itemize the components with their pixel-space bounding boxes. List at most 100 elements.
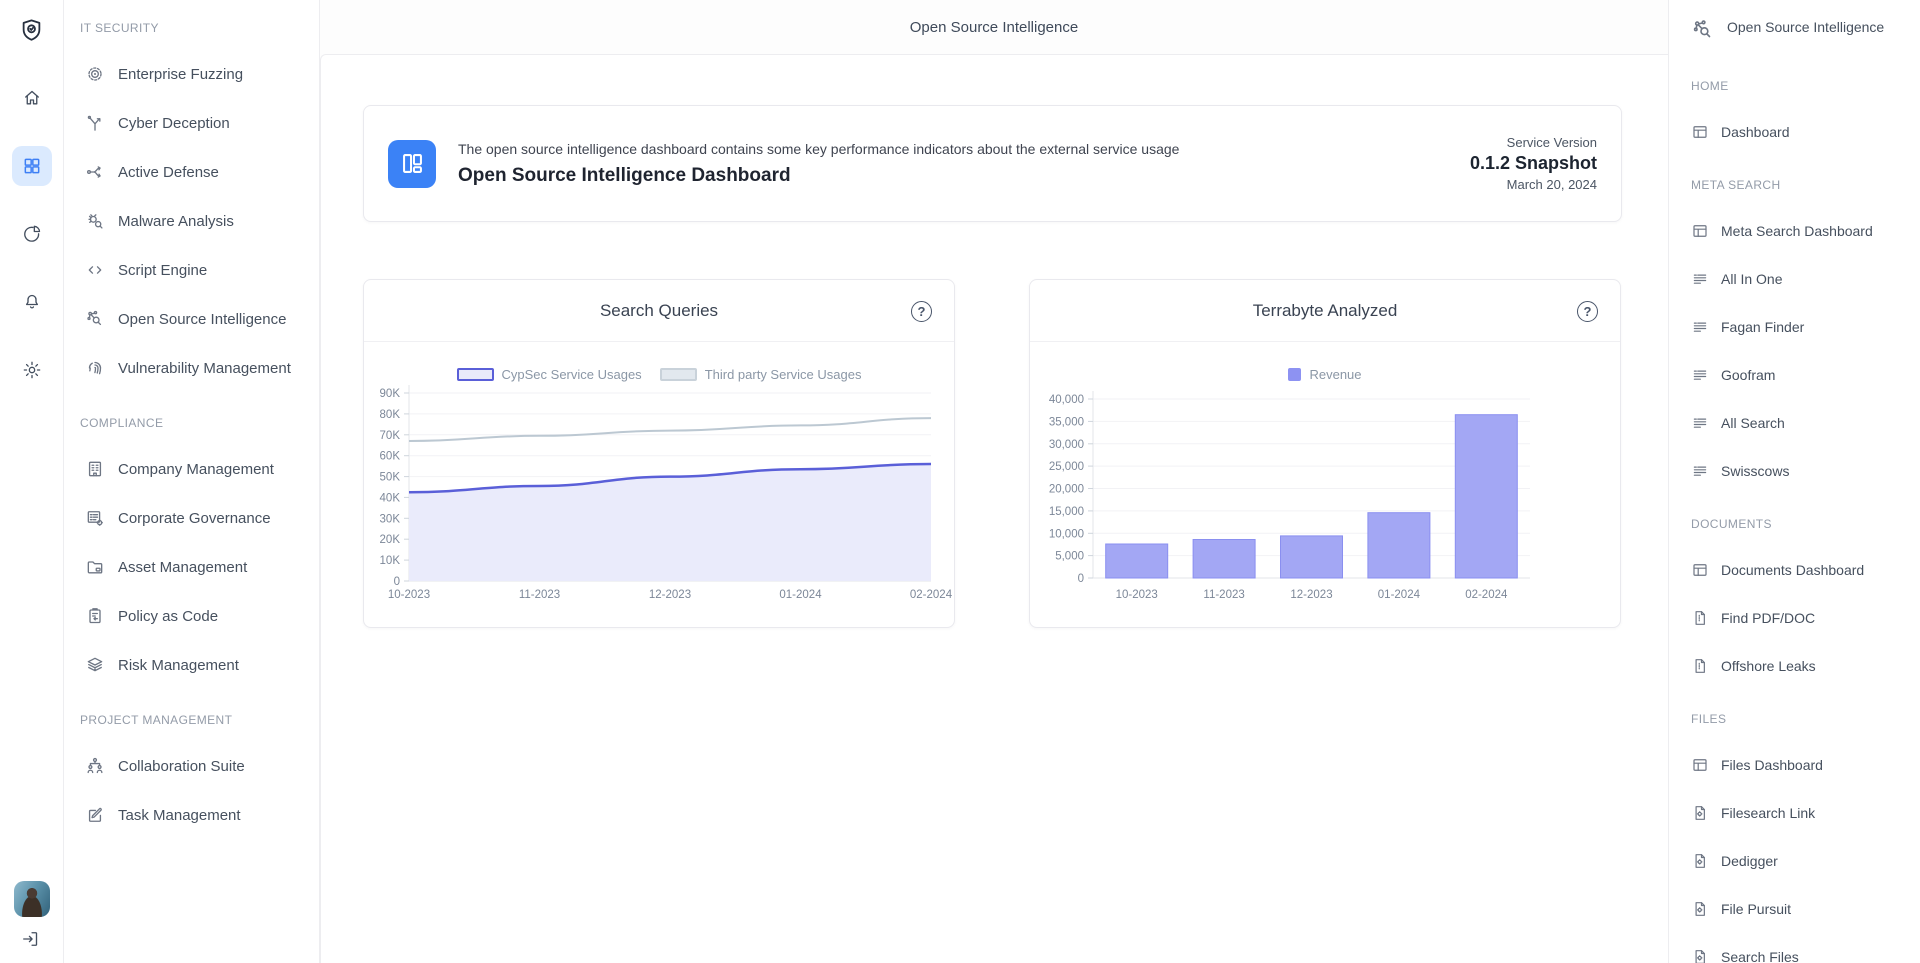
legend-swatch [456, 368, 494, 381]
home-icon [22, 88, 42, 108]
file-gear-icon [1691, 804, 1709, 822]
sidebar-item-corporate-governance[interactable]: Corporate Governance [80, 508, 309, 528]
sidebar-item-vulnerability-management[interactable]: Vulnerability Management [80, 358, 309, 378]
sidebar-item-label: Malware Analysis [118, 212, 234, 230]
service-version-value: 0.1.2 Snapshot [1469, 153, 1597, 173]
people-icon [85, 756, 105, 776]
sidebar-item-risk-management[interactable]: Risk Management [80, 655, 309, 675]
sidebar-item-script-engine[interactable]: Script Engine [80, 260, 309, 280]
right-item-meta-search-dashboard[interactable]: Meta Search Dashboard [1691, 222, 1912, 240]
hero-title: Open Source Intelligence Dashboard [458, 164, 791, 186]
svg-text:12-2023: 12-2023 [1290, 589, 1332, 601]
sidebar-item-label: Enterprise Fuzzing [118, 65, 244, 83]
help-icon[interactable]: ? [1577, 301, 1598, 322]
svg-text:40,000: 40,000 [1049, 394, 1084, 406]
svg-text:20,000: 20,000 [1049, 484, 1084, 496]
right-item-label: Files Dashboard [1721, 757, 1823, 773]
svg-text:40K: 40K [380, 492, 401, 504]
sidebar-section-it-security: IT SECURITY Enterprise Fuzzing Cyber Dec… [80, 21, 309, 378]
list-lines-icon [1691, 318, 1709, 336]
rail-item-analytics[interactable] [12, 214, 52, 254]
right-item-all-search[interactable]: All Search [1691, 414, 1912, 432]
dashboard-tile-icon [388, 139, 436, 188]
section-label: IT SECURITY [80, 21, 159, 35]
sidebar-item-label: Cyber Deception [118, 114, 230, 132]
chart-title-search-queries: Search Queries [364, 280, 954, 342]
svg-text:15,000: 15,000 [1049, 506, 1084, 518]
right-item-fagan-finder[interactable]: Fagan Finder [1691, 318, 1912, 336]
hero-text: The open source intelligence dashboard c… [458, 141, 1179, 187]
svg-text:0: 0 [394, 576, 400, 588]
sidebar-item-malware-analysis[interactable]: Malware Analysis [80, 211, 309, 231]
file-gear-icon [1691, 948, 1709, 963]
svg-text:01-2024: 01-2024 [779, 589, 822, 601]
svg-text:12-2023: 12-2023 [649, 589, 691, 601]
left-sidebar: IT SECURITY Enterprise Fuzzing Cyber Dec… [64, 0, 320, 963]
right-item-search-files[interactable]: Search Files [1691, 948, 1912, 963]
right-item-filesearch-link[interactable]: Filesearch Link [1691, 804, 1912, 822]
svg-text:90K: 90K [380, 388, 401, 400]
bell-icon [22, 292, 42, 312]
section-label: COMPLIANCE [80, 416, 164, 430]
file-gear-icon [1691, 900, 1709, 918]
right-item-label: Fagan Finder [1721, 319, 1805, 335]
file-gear-icon [1691, 852, 1709, 870]
chart-legend: Revenue [1030, 367, 1620, 382]
right-item-documents-dashboard[interactable]: Documents Dashboard [1691, 561, 1912, 579]
right-item-label: Meta Search Dashboard [1721, 223, 1873, 239]
sidebar-section-project-management: PROJECT MANAGEMENT Collaboration Suite T… [80, 713, 309, 825]
right-item-find-pdf-doc[interactable]: Find PDF/DOC [1691, 609, 1912, 627]
svg-text:60K: 60K [380, 451, 401, 463]
layout-dashboard-icon [1691, 756, 1709, 774]
right-item-dashboard[interactable]: Dashboard [1691, 123, 1912, 141]
svg-text:20K: 20K [380, 534, 401, 546]
rail-item-settings[interactable] [12, 350, 52, 390]
right-item-goofram[interactable]: Goofram [1691, 366, 1912, 384]
right-item-offshore-leaks[interactable]: Offshore Leaks [1691, 657, 1912, 675]
svg-text:10-2023: 10-2023 [388, 589, 430, 601]
svg-text:10,000: 10,000 [1049, 528, 1084, 540]
sidebar-item-policy-as-code[interactable]: Policy as Code [80, 606, 309, 626]
layout-dashboard-icon [1691, 222, 1709, 240]
right-item-all-in-one[interactable]: All In One [1691, 270, 1912, 288]
help-icon[interactable]: ? [911, 301, 932, 322]
right-item-dedigger[interactable]: Dedigger [1691, 852, 1912, 870]
legend-entry-third-party-service-usages[interactable]: Third party Service Usages [659, 367, 861, 382]
rail-item-notifications[interactable] [12, 282, 52, 322]
rail-item-home[interactable] [12, 78, 52, 118]
legend-entry-cypsec-service-usages[interactable]: CypSec Service Usages [456, 367, 642, 382]
svg-text:11-2023: 11-2023 [519, 589, 560, 601]
sidebar-item-label: Open Source Intelligence [118, 310, 287, 328]
svg-text:02-2024: 02-2024 [1465, 589, 1508, 601]
list-gear-icon [85, 508, 105, 528]
target-icon [85, 64, 105, 84]
sidebar-item-label: Asset Management [118, 558, 248, 576]
svg-text:5,000: 5,000 [1055, 551, 1084, 563]
right-item-label: Dedigger [1721, 853, 1778, 869]
sidebar-item-open-source-intelligence[interactable]: Open Source Intelligence [80, 309, 309, 329]
sidebar-item-cyber-deception[interactable]: Cyber Deception [80, 113, 309, 133]
sidebar-item-asset-management[interactable]: Asset Management [80, 557, 309, 577]
right-sidebar: Open Source Intelligence HOME Dashboard M… [1668, 0, 1920, 963]
sidebar-item-collaboration-suite[interactable]: Collaboration Suite [80, 756, 309, 776]
page-title: Open Source Intelligence [909, 18, 1079, 36]
right-item-files-dashboard[interactable]: Files Dashboard [1691, 756, 1912, 774]
logout-button[interactable] [20, 929, 44, 953]
sidebar-item-label: Active Defense [118, 163, 219, 181]
user-avatar[interactable] [14, 881, 50, 917]
right-item-label: Swisscows [1721, 463, 1790, 479]
pie-chart-icon [22, 224, 42, 244]
edit-icon [85, 805, 105, 825]
legend-entry-revenue[interactable]: Revenue [1288, 367, 1362, 382]
right-item-swisscows[interactable]: Swisscows [1691, 462, 1912, 480]
sidebar-item-task-management[interactable]: Task Management [80, 805, 309, 825]
sidebar-item-company-management[interactable]: Company Management [80, 459, 309, 479]
right-item-label: Search Files [1721, 949, 1799, 963]
legend-swatch [1288, 368, 1302, 381]
rail-item-dashboard[interactable] [11, 146, 52, 186]
right-item-label: Goofram [1721, 367, 1776, 383]
right-item-file-pursuit[interactable]: File Pursuit [1691, 900, 1912, 918]
right-item-label: Documents Dashboard [1721, 562, 1865, 578]
sidebar-item-enterprise-fuzzing[interactable]: Enterprise Fuzzing [80, 64, 309, 84]
sidebar-item-active-defense[interactable]: Active Defense [80, 162, 309, 182]
